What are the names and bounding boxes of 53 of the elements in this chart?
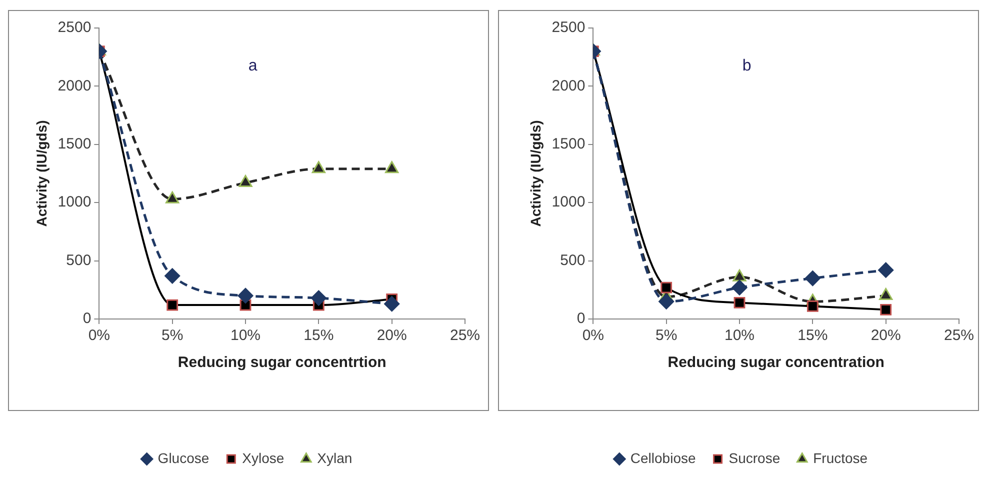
x-axis-title: Reducing sugar concentrtion	[178, 354, 386, 372]
point	[312, 161, 326, 174]
point	[660, 282, 672, 294]
point	[806, 300, 818, 312]
legend-label: Fructose	[813, 450, 868, 466]
y-tick-label: 2000	[552, 77, 586, 94]
x-tick-label: 20%	[870, 327, 901, 344]
legend-label: Sucrose	[728, 450, 780, 466]
point	[166, 299, 178, 311]
x-tick-label: 15%	[798, 327, 828, 344]
x-tick-label: 0%	[582, 327, 604, 344]
point	[238, 175, 252, 188]
point	[732, 280, 748, 296]
point	[734, 297, 746, 308]
y-tick-label: 0	[576, 310, 586, 328]
point	[880, 304, 892, 316]
annotation: b	[742, 57, 752, 74]
x-tick-label: 10%	[230, 327, 261, 344]
x-tick-label: 5%	[655, 327, 678, 344]
y-axis-title: Activity (IU/gds)	[527, 120, 544, 227]
annotation: a	[248, 57, 258, 74]
x-tick-label: 10%	[724, 327, 755, 344]
legend-label: Cellobiose	[630, 450, 696, 466]
y-tick-label: 1000	[58, 194, 92, 211]
x-axis-title: Reducing sugar concentration	[668, 354, 884, 372]
point	[164, 268, 180, 284]
x-tick-label: 25%	[944, 327, 974, 344]
x-tick-label: 15%	[304, 327, 334, 344]
point	[310, 290, 326, 306]
legend-label: Xylose	[242, 450, 284, 466]
x-tick-label: 20%	[376, 327, 407, 344]
legend-label: Xylan	[317, 450, 352, 466]
y-tick-label: 0	[82, 310, 92, 328]
y-tick-label: 2500	[552, 19, 586, 36]
y-tick-label: 500	[66, 252, 92, 269]
point	[238, 288, 254, 304]
point	[878, 262, 894, 278]
point	[166, 191, 180, 204]
y-axis-title: Activity (IU/gds)	[33, 120, 50, 227]
legend-label: Glucose	[158, 450, 210, 466]
point	[804, 270, 820, 286]
point	[385, 161, 399, 174]
point	[658, 294, 674, 310]
point	[384, 296, 400, 312]
y-tick-label: 1500	[58, 136, 92, 153]
x-tick-label: 25%	[450, 327, 480, 344]
x-tick-label: 5%	[161, 327, 184, 344]
y-tick-label: 500	[560, 252, 586, 269]
x-tick-label: 0%	[88, 327, 110, 344]
y-tick-label: 1000	[552, 194, 586, 211]
y-tick-label: 2500	[58, 19, 92, 36]
y-tick-label: 1500	[552, 136, 586, 153]
y-tick-label: 2000	[58, 77, 92, 94]
